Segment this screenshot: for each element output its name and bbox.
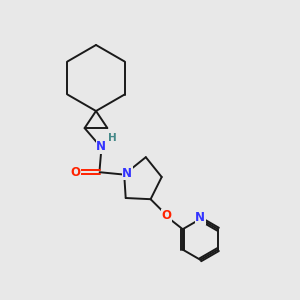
Text: O: O bbox=[161, 209, 171, 222]
Text: N: N bbox=[96, 140, 106, 153]
Text: N: N bbox=[122, 167, 132, 180]
Text: N: N bbox=[195, 211, 206, 224]
Text: H: H bbox=[108, 133, 117, 143]
Text: O: O bbox=[70, 166, 80, 179]
